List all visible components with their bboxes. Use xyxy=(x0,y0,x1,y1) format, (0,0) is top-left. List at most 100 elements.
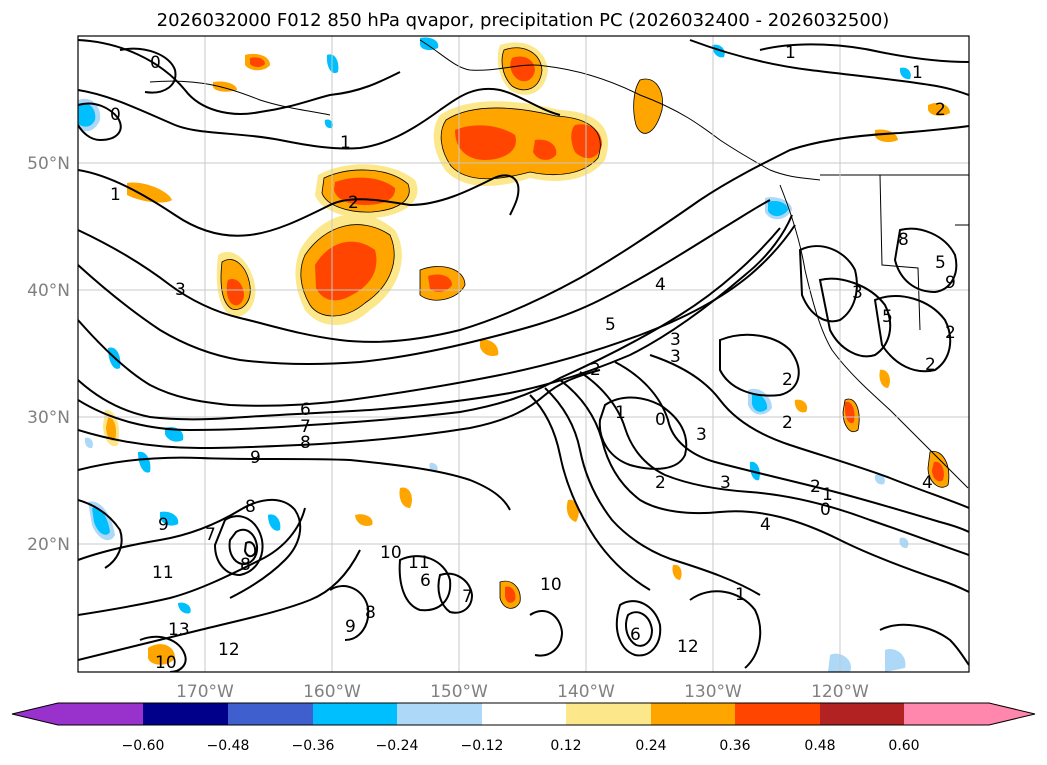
contour-label: 2 xyxy=(935,100,946,120)
contour-label: 5 xyxy=(935,253,946,273)
colorbar-tick-label: 0.24 xyxy=(635,738,666,754)
contour-label: 4 xyxy=(922,473,933,493)
contour-label: 1 xyxy=(912,63,923,83)
contour-labels: 0 0 1 1 1 1 2 3 4 5 6 7 8 9 9 7 8 11 13 … xyxy=(110,43,956,673)
contour-label: 6 xyxy=(630,625,641,645)
contour-label: 9 xyxy=(250,448,261,468)
colorbar-tick-label: 0.36 xyxy=(719,738,750,754)
contour-label: 2 xyxy=(655,473,666,493)
contour-label: 9 xyxy=(158,515,169,535)
lat-label: 20°N xyxy=(27,535,70,555)
colorbar: −0.60 −0.48 −0.36 −0.24 −0.12 0.12 0.24 … xyxy=(11,702,1036,754)
colorbar-tick-label: −0.60 xyxy=(122,738,165,754)
lon-label: 170°W xyxy=(176,682,234,702)
colorbar-tick-label: 0.12 xyxy=(550,738,581,754)
contour-label: 6 xyxy=(420,571,431,591)
colorbar-tick-label: −0.48 xyxy=(207,738,250,754)
contour-label: 7 xyxy=(462,587,473,607)
contour-label: 1 xyxy=(340,133,351,153)
contour-label: 0 xyxy=(820,500,831,520)
colorbar-segment xyxy=(397,703,482,725)
map-panel: 0 0 1 1 1 1 2 3 4 5 6 7 8 9 9 7 8 11 13 … xyxy=(77,35,970,673)
lon-label: 120°W xyxy=(811,682,869,702)
colorbar-segment xyxy=(143,703,228,725)
contour-label: 2 xyxy=(590,360,601,380)
contour-label: 9 xyxy=(945,273,956,293)
contour-label: 12 xyxy=(677,637,699,657)
contour-label: 2 xyxy=(945,323,956,343)
contour-label: 2 xyxy=(810,477,821,497)
latitude-labels: 50°N 40°N 30°N 20°N xyxy=(27,154,70,555)
colorbar-segment xyxy=(12,703,143,725)
contour-label: 0 xyxy=(110,105,121,125)
contour-label: 5 xyxy=(882,307,893,327)
contour-label: 2 xyxy=(348,193,359,213)
lon-label: 150°W xyxy=(430,682,488,702)
contour-label: 1 xyxy=(822,485,833,505)
contour-label: 0 xyxy=(150,53,161,73)
contour-label: 3 xyxy=(175,280,186,300)
contour-label: 3 xyxy=(696,425,707,445)
colorbar-outline xyxy=(11,702,1036,726)
contour-label: 1 xyxy=(615,403,626,423)
contour-label: 10 xyxy=(380,543,402,563)
contour-label: 7 xyxy=(300,417,311,437)
contour-label: 2 xyxy=(782,413,793,433)
contour-label: 7 xyxy=(205,525,216,545)
contour-label: 11 xyxy=(408,553,430,573)
qvapor-contours xyxy=(78,39,969,672)
contour-label: 2 xyxy=(925,355,936,375)
colorbar-segment xyxy=(651,703,735,725)
lon-label: 130°W xyxy=(684,682,742,702)
contour-label: 8 xyxy=(300,433,311,453)
colorbar-tick-label: −0.36 xyxy=(292,738,335,754)
coastlines xyxy=(149,39,969,489)
lat-label: 40°N xyxy=(27,281,70,301)
contour-label: 8 xyxy=(365,603,376,623)
contour-label: 4 xyxy=(655,275,666,295)
longitude-labels: 170°W 160°W 150°W 140°W 130°W 120°W xyxy=(176,682,869,702)
contour-label: 6 xyxy=(300,400,311,420)
lon-label: 160°W xyxy=(303,682,361,702)
colorbar-ticks: −0.60 −0.48 −0.36 −0.24 −0.12 0.12 0.24 … xyxy=(122,738,920,754)
contour-label: 10 xyxy=(540,575,562,595)
colorbar-segment xyxy=(904,703,1035,725)
colorbar-segment xyxy=(313,703,397,725)
contour-label: 13 xyxy=(168,620,190,640)
colorbar-segment xyxy=(735,703,820,725)
map-frame xyxy=(77,35,970,673)
contour-label: 3 xyxy=(670,347,681,367)
contour-label: 1 xyxy=(785,43,796,63)
colorbar-tick-label: −0.12 xyxy=(461,738,504,754)
contour-label: 10 xyxy=(155,653,177,673)
contour-label: 5 xyxy=(605,315,616,335)
colorbar-tick-label: −0.24 xyxy=(376,738,419,754)
map-title: 2026032000 F012 850 hPa qvapor, precipit… xyxy=(157,10,890,31)
lat-label: 50°N xyxy=(27,154,70,174)
colorbar-tick-label: 0.60 xyxy=(888,738,919,754)
contour-label: 11 xyxy=(152,563,174,583)
contour-label: 1 xyxy=(110,185,121,205)
contour-label: 4 xyxy=(760,515,771,535)
contour-label: 1 xyxy=(735,585,746,605)
contour-label: 8 xyxy=(240,555,251,575)
lon-label: 140°W xyxy=(557,682,615,702)
contour-label: 3 xyxy=(720,473,731,493)
contour-label: 2 xyxy=(782,370,793,390)
contour-label: 3 xyxy=(852,283,863,303)
contour-label: 12 xyxy=(218,640,240,660)
colorbar-segment xyxy=(820,703,904,725)
colorbar-segment xyxy=(566,703,651,725)
contour-label: 8 xyxy=(898,230,909,250)
lat-label: 30°N xyxy=(27,408,70,428)
precip-outline-contours xyxy=(220,47,950,609)
contour-label: 9 xyxy=(345,617,356,637)
colorbar-segment xyxy=(228,703,313,725)
map-content: 0 0 1 1 1 1 2 3 4 5 6 7 8 9 9 7 8 11 13 … xyxy=(78,36,969,673)
colorbar-tick-label: 0.48 xyxy=(804,738,835,754)
colorbar-segment xyxy=(482,703,566,725)
contour-label: 0 xyxy=(655,410,666,430)
contour-label: 3 xyxy=(670,330,681,350)
contour-label: 8 xyxy=(245,497,256,517)
